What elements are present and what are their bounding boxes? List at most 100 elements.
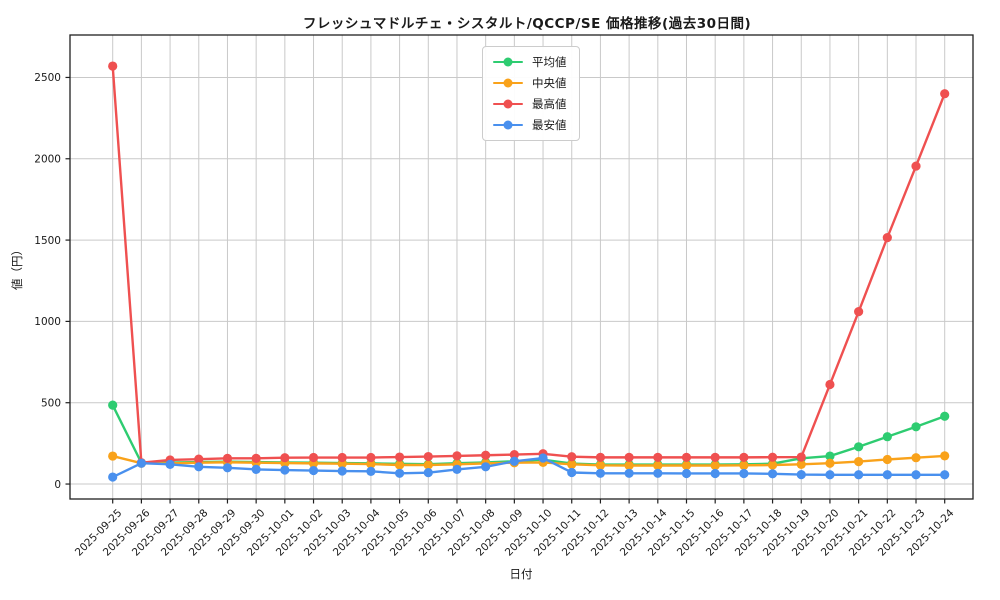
data-point-min bbox=[280, 465, 290, 475]
data-point-median bbox=[108, 451, 118, 461]
data-point-mean bbox=[882, 432, 892, 442]
data-point-min bbox=[165, 459, 175, 469]
series-line-max bbox=[111, 65, 946, 464]
data-point-mean bbox=[940, 411, 950, 421]
data-point-min bbox=[739, 468, 749, 479]
data-point-min bbox=[538, 453, 548, 463]
chart-title: フレッシュマドルチェ・シスタルト/QCCP/SE 価格推移(過去30日間) bbox=[302, 16, 752, 32]
data-point-median bbox=[796, 459, 806, 469]
data-point-max bbox=[481, 450, 491, 460]
legend-label: 平均値 bbox=[532, 55, 567, 69]
data-point-max bbox=[681, 452, 692, 462]
legend-label: 最安値 bbox=[532, 118, 567, 132]
legend-item-median: 中央値 bbox=[493, 75, 567, 91]
data-point-max bbox=[509, 450, 519, 460]
data-point-min bbox=[911, 470, 921, 480]
data-point-min bbox=[825, 470, 835, 480]
y-tick-label: 1000 bbox=[34, 316, 61, 328]
data-point-min bbox=[481, 462, 491, 472]
data-point-min bbox=[796, 470, 806, 480]
data-point-max bbox=[653, 452, 663, 462]
data-point-median bbox=[624, 460, 634, 471]
data-point-max bbox=[854, 307, 864, 317]
series-line-min bbox=[112, 456, 945, 479]
data-point-max bbox=[337, 452, 347, 463]
data-point-median bbox=[854, 456, 864, 467]
data-point-mean bbox=[825, 451, 835, 461]
data-point-median bbox=[825, 458, 835, 468]
data-point-median bbox=[653, 460, 663, 471]
legend-label: 最高値 bbox=[532, 97, 567, 111]
data-point-min bbox=[595, 468, 606, 478]
data-point-max bbox=[739, 452, 749, 462]
data-point-median bbox=[940, 451, 950, 461]
data-point-min bbox=[194, 462, 204, 472]
y-tick-label: 2000 bbox=[34, 154, 61, 166]
data-point-max bbox=[624, 452, 634, 462]
data-point-median bbox=[595, 460, 606, 470]
x-axis-label: 日付 bbox=[509, 567, 533, 581]
data-point-min bbox=[509, 456, 519, 466]
data-point-median bbox=[739, 460, 749, 470]
data-point-max bbox=[452, 451, 462, 461]
data-point-median bbox=[710, 460, 720, 471]
data-point-max bbox=[882, 233, 892, 243]
data-point-max bbox=[710, 452, 720, 462]
series-line-median bbox=[112, 454, 945, 467]
data-point-max bbox=[911, 161, 921, 171]
data-point-min bbox=[767, 469, 778, 479]
data-point-min bbox=[681, 468, 692, 479]
data-point-median bbox=[423, 460, 433, 470]
data-point-max bbox=[825, 379, 835, 390]
data-point-max bbox=[194, 454, 204, 464]
data-point-min bbox=[394, 468, 405, 478]
data-point-max bbox=[940, 89, 950, 99]
data-point-max bbox=[423, 451, 433, 462]
data-point-mean bbox=[911, 422, 921, 432]
data-point-median bbox=[882, 454, 892, 465]
legend-marker-icon bbox=[493, 120, 523, 130]
data-point-median bbox=[681, 460, 692, 471]
data-point-min bbox=[251, 464, 261, 475]
data-point-median bbox=[567, 459, 577, 469]
data-point-max bbox=[567, 452, 577, 462]
legend-label: 中央値 bbox=[532, 76, 567, 90]
data-point-mean bbox=[108, 400, 118, 410]
y-tick-label: 0 bbox=[54, 479, 61, 491]
data-point-min bbox=[108, 472, 118, 482]
data-point-min bbox=[308, 465, 319, 476]
data-point-min bbox=[423, 468, 433, 478]
data-point-min bbox=[854, 470, 864, 480]
legend-item-mean: 平均値 bbox=[493, 54, 567, 70]
y-axis-label: 値（円） bbox=[10, 244, 24, 290]
data-point-median bbox=[366, 459, 376, 469]
data-point-mean bbox=[854, 442, 864, 452]
y-tick-label: 500 bbox=[41, 398, 61, 410]
data-point-min bbox=[366, 466, 376, 476]
legend-item-max: 最高値 bbox=[493, 96, 567, 112]
data-point-max bbox=[767, 452, 778, 462]
legend-marker-icon bbox=[493, 99, 523, 109]
data-point-max bbox=[595, 452, 606, 462]
data-point-max bbox=[366, 452, 376, 463]
data-point-min bbox=[940, 470, 950, 480]
data-point-max bbox=[308, 452, 319, 463]
data-point-min bbox=[624, 468, 634, 478]
data-point-min bbox=[452, 464, 462, 475]
data-point-min bbox=[337, 466, 347, 476]
legend-marker-icon bbox=[493, 78, 523, 88]
data-point-max bbox=[222, 453, 233, 463]
data-point-min bbox=[567, 467, 577, 478]
data-point-max bbox=[280, 453, 290, 463]
data-point-max bbox=[251, 453, 261, 463]
data-point-min bbox=[653, 468, 663, 478]
data-point-median bbox=[911, 453, 921, 463]
data-point-max bbox=[394, 452, 405, 462]
series-line-mean bbox=[111, 404, 946, 466]
data-point-min bbox=[136, 458, 146, 468]
y-tick-label: 2500 bbox=[34, 72, 61, 84]
data-point-max bbox=[108, 61, 118, 71]
data-point-min bbox=[222, 463, 233, 473]
